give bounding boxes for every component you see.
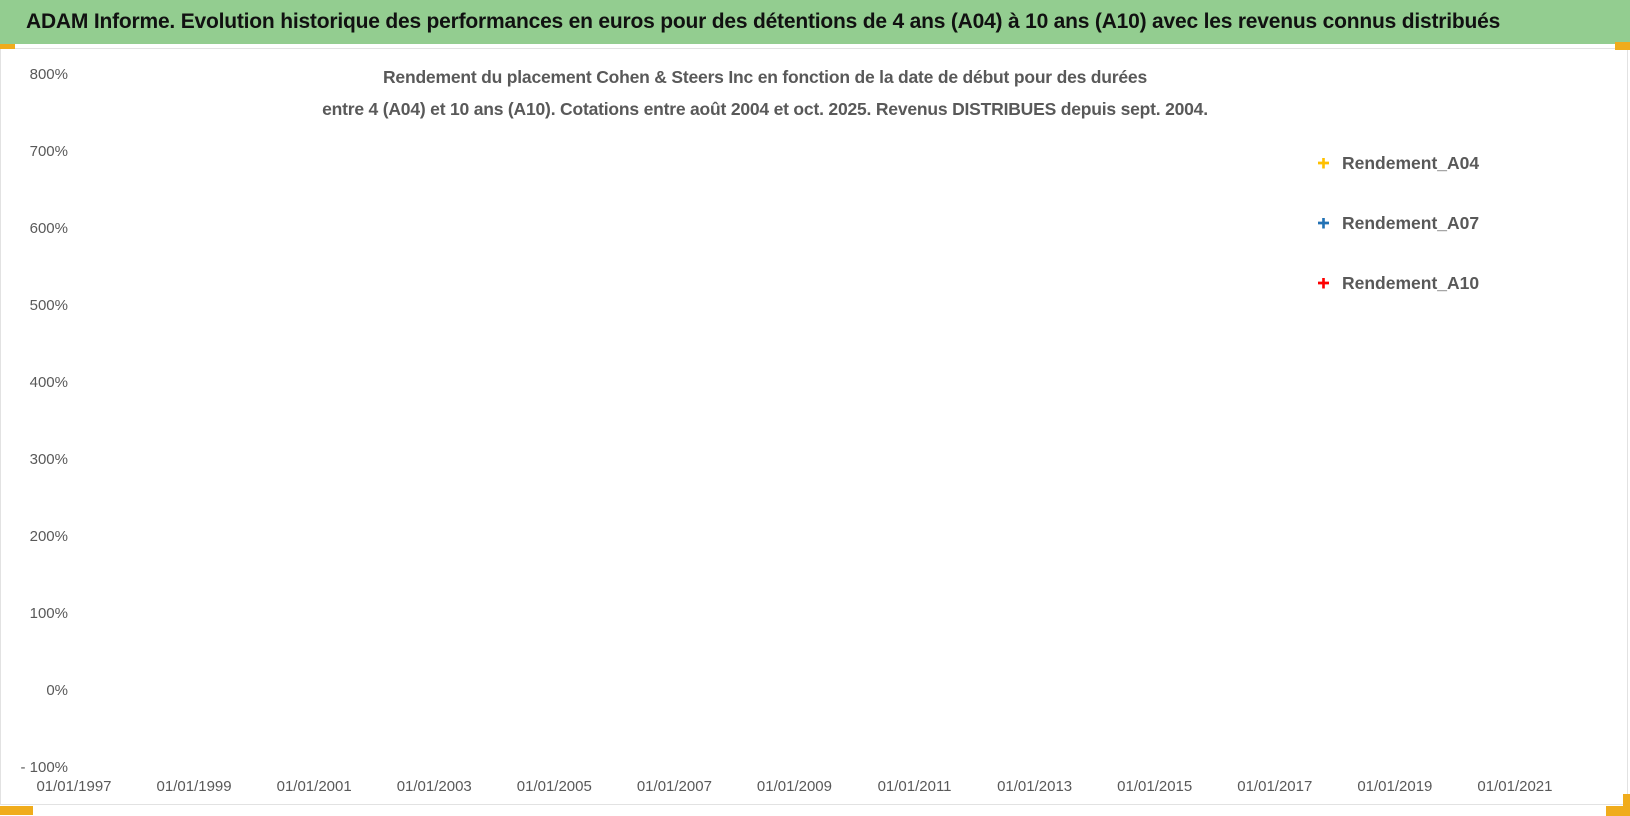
chart-title: Rendement du placement Cohen & Steers In… bbox=[285, 61, 1245, 125]
x-axis-tick-label: 01/01/2007 bbox=[636, 778, 712, 795]
x-axis-tick-label: 01/01/2005 bbox=[516, 778, 592, 795]
y-axis-tick-label: 200% bbox=[29, 528, 68, 545]
legend-plus-marker-icon bbox=[1318, 157, 1329, 169]
x-axis-tick-label: 01/01/1999 bbox=[156, 778, 232, 795]
gold-corner-accent-bottom-left bbox=[0, 806, 33, 815]
chart-legend: Rendement_A04 Rendement_A07 Rendement_A10 bbox=[1318, 150, 1479, 330]
chart-area-frame bbox=[0, 48, 1628, 805]
chart-title-line2: entre 4 (A04) et 10 ans (A10). Cotations… bbox=[322, 99, 1208, 119]
page-title: ADAM Informe. Evolution historique des p… bbox=[26, 10, 1501, 33]
x-axis-tick-label: 01/01/2019 bbox=[1357, 778, 1433, 795]
y-axis-tick-label: 300% bbox=[29, 451, 68, 468]
x-axis-tick-label: 01/01/1997 bbox=[36, 778, 112, 795]
legend-plus-marker-icon bbox=[1318, 217, 1329, 229]
gold-corner-accent-top-left bbox=[0, 44, 15, 49]
y-axis-tick-label: 0% bbox=[46, 682, 68, 699]
y-axis-tick-label: - 100% bbox=[20, 759, 68, 776]
y-axis-tick-label: 400% bbox=[29, 374, 68, 391]
y-axis-tick-label: 100% bbox=[29, 605, 68, 622]
x-axis-tick-label: 01/01/2011 bbox=[877, 778, 952, 795]
legend-plus-marker-icon bbox=[1318, 277, 1329, 289]
x-axis-tick-label: 01/01/2021 bbox=[1477, 778, 1553, 795]
legend-item: Rendement_A04 bbox=[1318, 150, 1479, 176]
x-axis-tick-label: 01/01/2001 bbox=[276, 778, 352, 795]
y-axis-tick-label: 700% bbox=[29, 143, 68, 160]
y-axis-tick-label: 800% bbox=[29, 66, 68, 83]
legend-item: Rendement_A07 bbox=[1318, 210, 1479, 236]
legend-item-label: Rendement_A04 bbox=[1342, 152, 1480, 173]
gold-corner-accent-bottom-right bbox=[1606, 806, 1630, 816]
y-axis-tick-label: 600% bbox=[29, 220, 68, 237]
x-axis-tick-label: 01/01/2003 bbox=[396, 778, 472, 795]
legend-item-label: Rendement_A07 bbox=[1342, 212, 1480, 233]
y-axis-tick-label: 500% bbox=[29, 297, 68, 314]
header-bar: ADAM Informe. Evolution historique des p… bbox=[0, 0, 1630, 44]
gold-corner-accent-top-right bbox=[1615, 42, 1630, 50]
x-axis-tick-label: 01/01/2017 bbox=[1237, 778, 1313, 795]
legend-item: Rendement_A10 bbox=[1318, 270, 1479, 296]
chart-title-line1: Rendement du placement Cohen & Steers In… bbox=[382, 67, 1147, 87]
gold-corner-accent-bottom-right-stub bbox=[1623, 794, 1630, 816]
x-axis-tick-label: 01/01/2013 bbox=[997, 778, 1073, 795]
x-axis-tick-label: 01/01/2015 bbox=[1117, 778, 1193, 795]
x-axis-tick-label: 01/01/2009 bbox=[756, 778, 832, 795]
legend-item-label: Rendement_A10 bbox=[1342, 272, 1480, 293]
